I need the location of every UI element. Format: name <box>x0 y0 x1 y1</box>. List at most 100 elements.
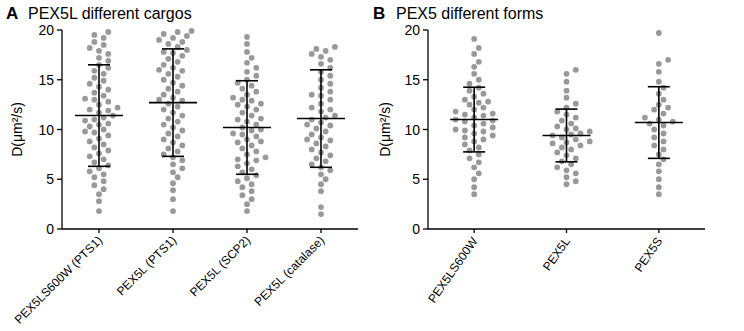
data-point <box>323 176 329 182</box>
data-point <box>156 97 162 103</box>
data-point <box>587 139 593 145</box>
data-point <box>318 171 324 177</box>
data-point <box>309 92 315 98</box>
data-point <box>101 178 107 184</box>
data-point <box>82 129 88 135</box>
data-point <box>249 181 255 187</box>
data-point <box>309 161 315 167</box>
data-point <box>550 141 556 147</box>
data-point <box>244 201 250 207</box>
y-tick-label: 10 <box>404 122 420 138</box>
y-tick <box>57 79 62 80</box>
y-tick <box>423 179 428 180</box>
data-point <box>327 57 333 63</box>
data-point <box>313 141 319 147</box>
x-tick <box>474 229 475 233</box>
y-tick-label: 10 <box>38 122 54 138</box>
data-point <box>239 146 245 152</box>
data-point <box>309 51 315 57</box>
data-point <box>82 96 88 102</box>
data-point <box>332 113 338 119</box>
data-point <box>564 79 570 85</box>
data-point <box>578 143 584 149</box>
data-point <box>656 184 662 190</box>
data-point <box>239 97 245 103</box>
data-point <box>165 146 171 152</box>
data-point <box>105 162 111 168</box>
data-point <box>239 132 245 138</box>
data-point <box>642 115 648 121</box>
data-point <box>96 55 102 61</box>
data-point <box>105 99 111 105</box>
data-point <box>179 113 185 119</box>
data-point <box>471 191 477 197</box>
data-point <box>665 105 671 111</box>
data-point <box>327 138 333 144</box>
sd-cap <box>310 69 332 71</box>
data-point <box>244 175 250 181</box>
data-point <box>253 107 259 113</box>
data-point <box>170 196 176 202</box>
data-point <box>323 48 329 54</box>
data-point <box>244 208 250 214</box>
sd-cap <box>648 86 670 88</box>
data-point <box>476 100 482 106</box>
data-point <box>101 186 107 192</box>
data-point <box>179 83 185 89</box>
data-point <box>258 101 264 107</box>
data-point <box>239 86 245 92</box>
data-point <box>239 110 245 116</box>
data-point <box>253 134 259 140</box>
sd-bar <box>658 87 660 159</box>
data-point <box>253 122 259 128</box>
data-point <box>244 69 250 75</box>
data-point <box>568 121 574 127</box>
data-point <box>87 45 93 51</box>
data-point <box>170 169 176 175</box>
data-point <box>244 49 250 55</box>
data-point <box>87 139 93 145</box>
data-point <box>91 174 97 180</box>
data-point <box>101 93 107 99</box>
y-tick <box>57 228 62 229</box>
x-tick-label: PEX5S <box>632 235 666 275</box>
data-point <box>573 101 579 107</box>
x-tick <box>320 229 321 233</box>
data-point <box>249 196 255 202</box>
data-point <box>249 113 255 119</box>
data-point <box>170 180 176 186</box>
data-point <box>235 163 241 169</box>
data-point <box>105 65 111 71</box>
data-point <box>161 137 167 143</box>
data-point <box>656 161 662 167</box>
data-point <box>661 111 667 117</box>
data-point <box>179 128 185 134</box>
data-point <box>235 178 241 184</box>
data-point <box>161 62 167 68</box>
data-point <box>651 143 657 149</box>
data-point <box>471 71 477 77</box>
data-point <box>263 154 269 160</box>
data-point <box>235 140 241 146</box>
sd-cap <box>162 48 184 50</box>
x-tick <box>246 229 247 233</box>
data-point <box>175 119 181 125</box>
data-point <box>564 88 570 94</box>
x-tick-label: PEX5L <box>540 234 573 273</box>
data-point <box>105 121 111 127</box>
data-point <box>161 92 167 98</box>
data-point <box>249 188 255 194</box>
data-point <box>91 182 97 188</box>
data-point <box>564 95 570 101</box>
data-point <box>554 149 560 155</box>
data-point <box>467 155 473 161</box>
sd-cap <box>310 167 332 169</box>
panel: BPEX5 different formsD(μm²/s)05101520PEX… <box>373 4 705 306</box>
data-point <box>105 29 111 35</box>
y-axis-label: D(μm²/s) <box>377 102 393 157</box>
data-point <box>184 33 190 39</box>
data-point <box>253 89 259 95</box>
sd-cap <box>236 80 258 82</box>
data-point <box>175 174 181 180</box>
data-point <box>179 157 185 163</box>
